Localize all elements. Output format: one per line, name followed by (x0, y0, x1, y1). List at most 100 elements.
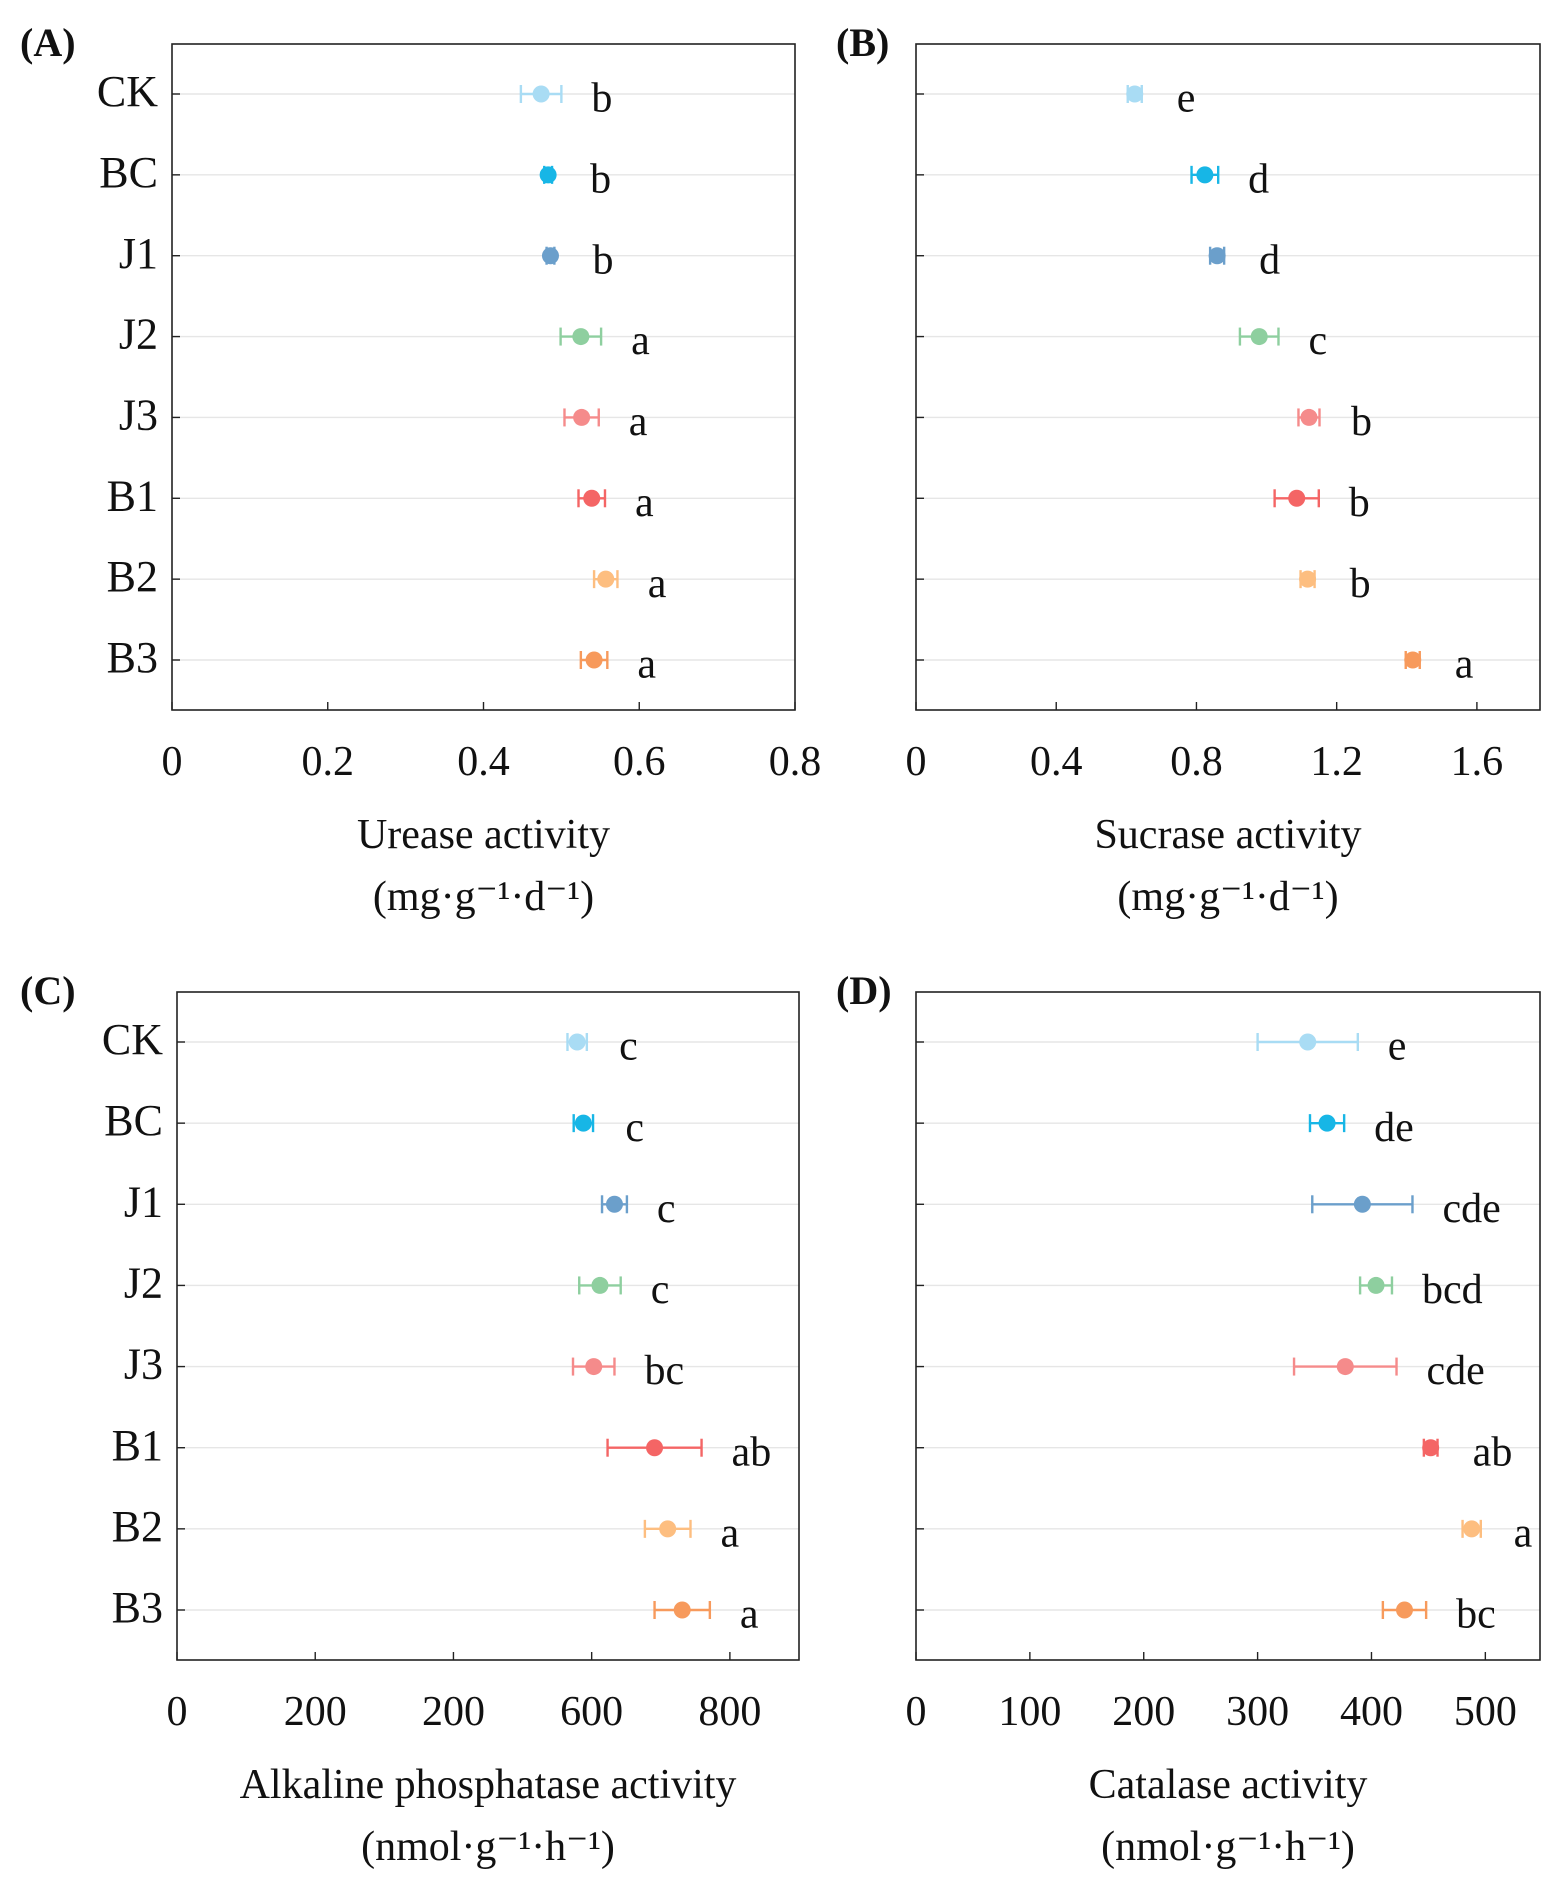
panel-label: (B) (836, 20, 889, 65)
data-point-ck (1126, 85, 1144, 103)
x-tick-label: 0 (167, 1689, 188, 1735)
significance-letter: c (657, 1186, 676, 1232)
significance-letter: e (1177, 76, 1196, 122)
data-point-b3 (1395, 1601, 1413, 1619)
plot-frame (915, 43, 1541, 711)
category-label: J1 (124, 1177, 163, 1226)
data-point-bc (539, 166, 557, 184)
data-point-bc (574, 1114, 592, 1132)
category-label: B3 (112, 1583, 163, 1632)
significance-letter: ab (732, 1429, 772, 1475)
data-point-b3 (673, 1601, 691, 1619)
data-point-j2 (591, 1276, 609, 1294)
x-axis-title: Sucrase activity (1094, 812, 1361, 858)
data-point-b2 (659, 1520, 677, 1538)
significance-letter: c (625, 1105, 644, 1151)
x-tick-label: 0 (906, 1689, 927, 1735)
x-axis-unit: (nmol·g⁻¹·h⁻¹) (361, 1824, 615, 1870)
significance-letter: a (648, 561, 667, 607)
category-label: J1 (119, 229, 158, 278)
x-tick-label: 0 (906, 739, 927, 785)
significance-letter: b (591, 76, 612, 122)
category-label: BC (104, 1096, 163, 1145)
x-axis-unit: (mg·g⁻¹·d⁻¹) (373, 874, 594, 920)
x-axis-unit: (nmol·g⁻¹·h⁻¹) (1101, 1824, 1355, 1870)
data-point-j1 (605, 1195, 623, 1213)
category-label: J2 (124, 1259, 163, 1308)
data-point-b1 (1288, 489, 1306, 507)
x-tick-label: 0.8 (1170, 739, 1223, 785)
category-label: B3 (107, 633, 158, 682)
category-label: CK (97, 67, 158, 116)
x-tick-label: 300 (1226, 1689, 1289, 1735)
significance-letter: cde (1427, 1348, 1485, 1394)
significance-letter: a (1514, 1510, 1533, 1556)
panel-c: (C) CK BC J1 J2 J3 B1 B2 B3 0 200 200 600 800 Alkaline… (20, 968, 800, 1870)
panel-label: (C) (20, 968, 76, 1013)
x-tick-label: 0.8 (769, 739, 822, 785)
panel-b: (B) 0 0.4 0.8 1.2 1.6 Sucrase activity (mg·g⁻¹·… (836, 20, 1541, 920)
significance-letter: cde (1442, 1186, 1500, 1232)
data-point-b1 (646, 1439, 664, 1457)
significance-letter: a (720, 1510, 739, 1556)
x-tick-label: 1.2 (1310, 739, 1363, 785)
data-point-j3 (1300, 408, 1318, 426)
significance-letter: b (592, 237, 613, 283)
data-point-ck (1299, 1033, 1317, 1051)
significance-letter: b (1349, 480, 1370, 526)
data-point-j1 (1208, 247, 1226, 265)
category-label: J3 (119, 391, 158, 440)
significance-letter: c (619, 1024, 638, 1070)
x-tick-label: 200 (1112, 1689, 1175, 1735)
panel-d: (D) 0 100 200 300 400 500 Catalase activity (nmo… (836, 968, 1541, 1870)
category-label: B1 (112, 1421, 163, 1470)
significance-letter: ab (1473, 1429, 1513, 1475)
x-tick-label: 600 (560, 1689, 623, 1735)
category-label: J3 (124, 1340, 163, 1389)
x-tick-label: 0 (162, 739, 183, 785)
significance-letter: c (1308, 318, 1327, 364)
x-tick-label: 0.6 (613, 739, 666, 785)
significance-letter: a (635, 480, 654, 526)
data-point-b1 (1422, 1439, 1440, 1457)
x-tick-label: 0.4 (457, 739, 510, 785)
significance-letter: a (637, 642, 656, 688)
x-tick-label: 1.6 (1451, 739, 1504, 785)
data-point-j1 (541, 247, 559, 265)
x-axis-title: Urease activity (357, 812, 610, 858)
significance-letter: d (1259, 237, 1280, 283)
panel-a: (A) CK BC J1 J2 J3 B1 B2 B3 0 0.2 0.4 0.6 0.8 Urease a… (20, 20, 821, 920)
x-tick-label: 0.2 (302, 739, 355, 785)
significance-letter: a (740, 1592, 759, 1638)
data-point-b2 (1463, 1520, 1481, 1538)
x-axis-unit: (mg·g⁻¹·d⁻¹) (1117, 874, 1338, 920)
plot-frame (915, 991, 1541, 1661)
category-label: B1 (107, 471, 158, 520)
plot-frame (171, 43, 796, 711)
data-point-bc (1196, 166, 1214, 184)
x-tick-label: 0.4 (1030, 739, 1083, 785)
category-label: BC (99, 148, 158, 197)
x-tick-label: 500 (1454, 1689, 1517, 1735)
x-axis-title: Alkaline phosphatase activity (240, 1762, 737, 1808)
data-point-b2 (1299, 570, 1317, 588)
x-tick-label: 100 (998, 1689, 1061, 1735)
category-label: J2 (119, 310, 158, 359)
data-point-bc (1318, 1114, 1336, 1132)
plot-frame (176, 991, 800, 1661)
x-axis-title: Catalase activity (1089, 1762, 1368, 1808)
significance-letter: bc (1456, 1592, 1496, 1638)
significance-letter: c (651, 1267, 670, 1313)
data-point-j3 (1336, 1358, 1354, 1376)
data-point-j2 (1367, 1276, 1385, 1294)
x-tick-label: 200 (422, 1689, 485, 1735)
significance-letter: b (1351, 399, 1372, 445)
x-tick-label: 400 (1340, 1689, 1403, 1735)
data-point-b3 (585, 651, 603, 669)
panel-label: (D) (836, 968, 892, 1013)
significance-letter: b (1350, 561, 1371, 607)
data-point-j3 (573, 408, 591, 426)
category-label: B2 (112, 1502, 163, 1551)
panel-label: (A) (20, 20, 76, 65)
